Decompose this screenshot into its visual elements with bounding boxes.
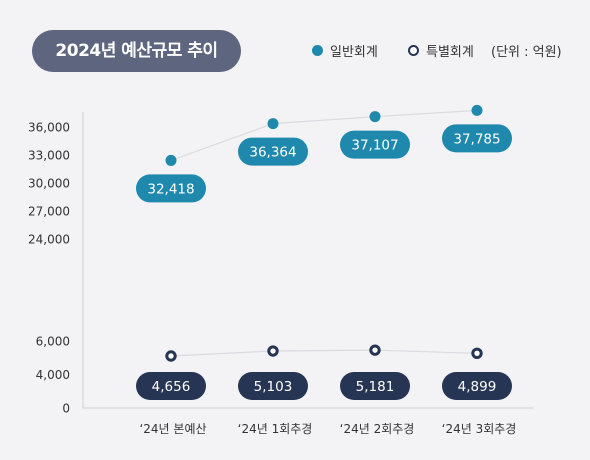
y-tick-label: 30,000 <box>28 177 70 191</box>
y-tick-label: 36,000 <box>28 121 70 135</box>
y-tick-label: 0 <box>62 402 70 416</box>
data-point-special <box>471 347 483 359</box>
legend-item-special: 특별회계 <box>408 41 474 60</box>
series-line-general <box>170 109 478 161</box>
data-label-bg-general <box>442 124 512 153</box>
legend-label-general: 일반회계 <box>330 45 378 60</box>
y-tick-label: 24,000 <box>28 233 70 247</box>
data-label-special: 4,656 <box>152 379 191 395</box>
data-label-bg-general <box>238 137 308 166</box>
data-point-general <box>369 111 381 123</box>
data-label-special: 4,899 <box>458 379 497 395</box>
x-tick-label: ‘24년 본예산 <box>139 422 206 436</box>
y-tick-label: 6,000 <box>36 335 70 349</box>
data-label-bg-special <box>136 372 206 400</box>
y-tick-label: 4,000 <box>36 368 70 382</box>
x-tick-label: ‘24년 2회추경 <box>340 422 415 436</box>
x-tick-label: ‘24년 3회추경 <box>442 422 517 436</box>
data-point-general <box>267 118 279 130</box>
data-label-general: 32,418 <box>147 181 194 197</box>
data-point-special <box>369 344 381 356</box>
chart-title: 2024년 예산규모 추이 <box>32 30 241 72</box>
data-label-bg-general <box>136 174 206 203</box>
legend-label-special: 특별회계 <box>426 45 474 60</box>
data-label-bg-special <box>238 372 308 400</box>
y-tick-label: 33,000 <box>28 149 70 163</box>
data-label-special: 5,103 <box>254 379 293 395</box>
data-label-general: 37,785 <box>453 131 500 147</box>
data-point-general <box>471 104 483 116</box>
legend-dot-special-icon <box>408 45 419 56</box>
data-point-general <box>165 154 177 166</box>
legend-dot-general-icon <box>312 45 323 56</box>
data-label-general: 36,364 <box>249 145 296 161</box>
series-line-special <box>170 349 478 357</box>
data-point-special <box>267 345 279 357</box>
y-tick-label: 27,000 <box>28 205 70 219</box>
data-label-bg-special <box>442 372 512 400</box>
data-label-bg-special <box>340 372 410 400</box>
data-label-general: 37,107 <box>351 138 398 154</box>
data-label-special: 5,181 <box>356 379 395 395</box>
data-label-bg-general <box>340 130 410 159</box>
x-tick-label: ‘24년 1회추경 <box>238 422 313 436</box>
unit-label: (단위 : 억원) <box>491 45 562 60</box>
data-point-special <box>165 350 177 362</box>
legend-item-general: 일반회계 <box>312 41 378 60</box>
